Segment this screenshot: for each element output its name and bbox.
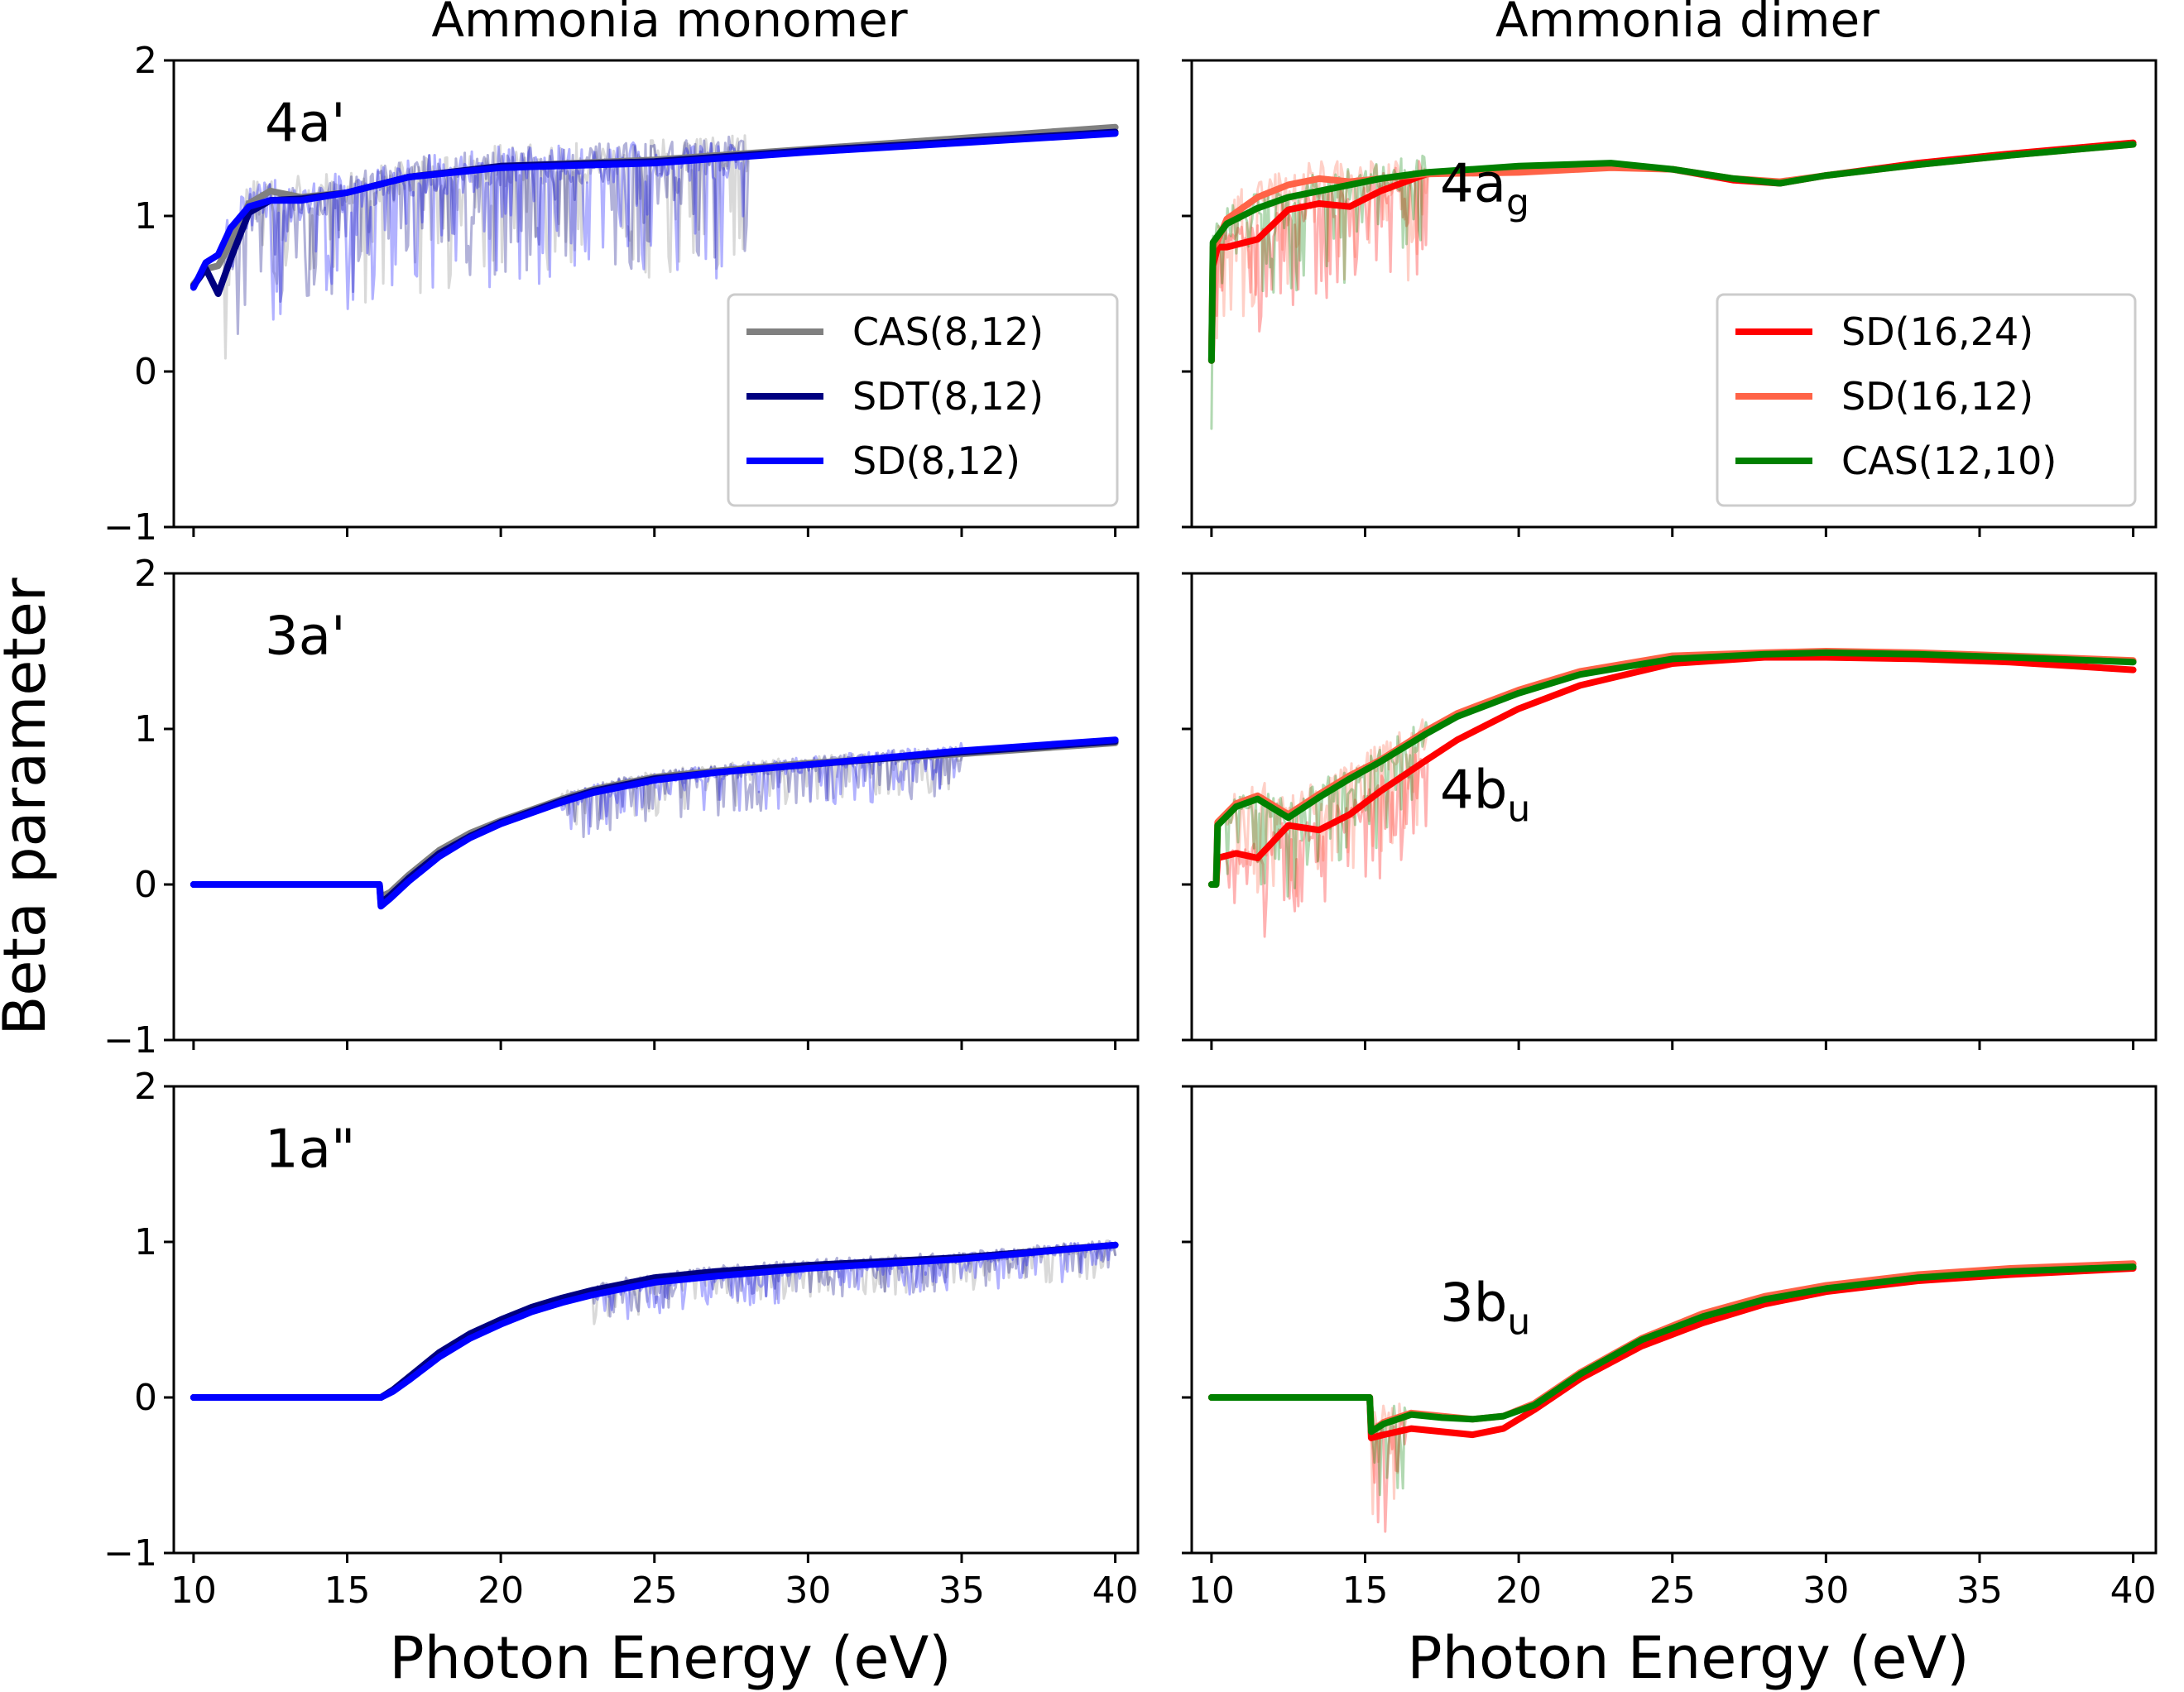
panel-label: 4bu	[1440, 760, 1530, 830]
series-line-sdt-8-12	[190, 738, 1119, 907]
x-tick-label: 30	[785, 1570, 831, 1612]
legend-label: CAS(12,10)	[1841, 439, 2057, 483]
legend-frame	[727, 293, 1119, 507]
panels: −1 0 1 2 4a' CAS(8,12) SDT(8,12) SD(8,12) 4ag SD(…	[103, 40, 2158, 1612]
x-tick-label: 10	[170, 1570, 217, 1612]
series-line-sd-8-12	[190, 130, 1119, 291]
y-tick-label: −1	[103, 1019, 157, 1062]
panel-label: 4ag	[1440, 154, 1529, 224]
y-tick-label: −1	[103, 1532, 157, 1575]
y-tick-label: 1	[134, 708, 157, 750]
series-line-sd-16-24	[1207, 1265, 2137, 1441]
x-tick-label: 15	[1342, 1570, 1389, 1612]
series-raw-sd-16-12	[1210, 1262, 2135, 1516]
series-raw-sd-8-12	[192, 738, 1117, 908]
x-tick-label: 20	[1495, 1570, 1542, 1612]
plot-area	[190, 736, 1119, 910]
series-line-sd-16-24	[1207, 654, 2137, 888]
column-title-right: Ammonia dimer	[1495, 0, 1879, 48]
series-line-cas-12-10	[1207, 1263, 2137, 1436]
panel-label: 3bu	[1440, 1273, 1530, 1343]
chart-panel-5: −1 0 1 2 10 15 20 25 30 35 40 1a"	[103, 1066, 1140, 1612]
legend: SD(16,24) SD(16,12) CAS(12,10)	[1716, 293, 2137, 507]
legend-label: CAS(8,12)	[852, 309, 1044, 354]
plot-area	[190, 123, 1119, 360]
plot-area	[1207, 1260, 2137, 1533]
legend-label: SD(16,12)	[1841, 374, 2033, 419]
chart-panel-3: −1 0 1 2 3a'	[103, 553, 1140, 1062]
legend-label: SDT(8,12)	[852, 374, 1044, 419]
plot-area	[190, 1239, 1119, 1401]
y-tick-label: 2	[134, 1066, 157, 1108]
x-tick-label: 20	[478, 1570, 524, 1612]
y-tick-label: 0	[134, 351, 157, 393]
y-tick-label: 1	[134, 1221, 157, 1263]
panel-label: 3a'	[265, 606, 346, 667]
series-line-sd-8-12	[190, 1241, 1119, 1401]
x-axis-label-left: Photon Energy (eV)	[389, 1624, 951, 1692]
series-raw-sd-8-12	[192, 1240, 1117, 1399]
y-tick-label: −1	[103, 506, 157, 549]
x-tick-label: 25	[631, 1570, 678, 1612]
axis-frame	[1190, 59, 2158, 529]
x-tick-label: 30	[1802, 1570, 1849, 1612]
y-tick-label: 0	[134, 864, 157, 906]
plot-area	[1207, 648, 2137, 938]
y-axis-label: Beta parameter	[0, 578, 59, 1035]
y-tick-label: 2	[134, 553, 157, 595]
x-tick-label: 35	[938, 1570, 985, 1612]
series-line-cas-12-10	[1207, 649, 2137, 888]
chart-panel-4: 4bu	[1182, 572, 2158, 1050]
x-axis-label-right: Photon Energy (eV)	[1407, 1624, 1969, 1692]
series-raw-cas-8-12	[192, 741, 1117, 899]
axis-frame	[1190, 572, 2158, 1042]
chart-panel-2: 4ag SD(16,24) SD(16,12) CAS(12,10)	[1182, 59, 2158, 537]
series-line-sd-16-12	[1207, 1260, 2137, 1436]
legend: CAS(8,12) SDT(8,12) SD(8,12)	[727, 293, 1119, 507]
x-tick-label: 15	[324, 1570, 371, 1612]
axis-frame	[172, 59, 1140, 529]
x-tick-label: 35	[1956, 1570, 2003, 1612]
axis-frame	[1190, 1085, 2158, 1555]
x-tick-label: 25	[1649, 1570, 1696, 1612]
x-tick-label: 40	[2110, 1570, 2157, 1612]
axis-frame	[172, 572, 1140, 1042]
y-tick-label: 1	[134, 195, 157, 237]
column-title-left: Ammonia monomer	[431, 0, 907, 48]
axis-frame	[172, 1085, 1140, 1555]
series-raw-cas-12-10	[1210, 1265, 2135, 1497]
chart-panel-1: −1 0 1 2 4a' CAS(8,12) SDT(8,12) SD(8,12)	[103, 40, 1140, 549]
panel-label: 1a"	[265, 1119, 355, 1180]
x-tick-label: 10	[1188, 1570, 1235, 1612]
y-tick-label: 0	[134, 1377, 157, 1419]
plot-area	[1207, 139, 2137, 430]
series-raw-sdt-8-12	[192, 740, 1117, 904]
legend-frame	[1716, 293, 2137, 507]
series-line-sd-8-12	[190, 736, 1119, 910]
panel-label: 4a'	[265, 93, 346, 154]
series-line-cas-8-12	[190, 739, 1119, 900]
y-tick-label: 2	[134, 40, 157, 82]
series-line-cas-12-10	[1207, 141, 2137, 364]
legend-label: SD(8,12)	[852, 439, 1020, 483]
chart-panel-6: 10 15 20 25 30 35 40 3bu	[1182, 1085, 2158, 1612]
legend-label: SD(16,24)	[1841, 309, 2033, 354]
x-tick-label: 40	[1092, 1570, 1139, 1612]
